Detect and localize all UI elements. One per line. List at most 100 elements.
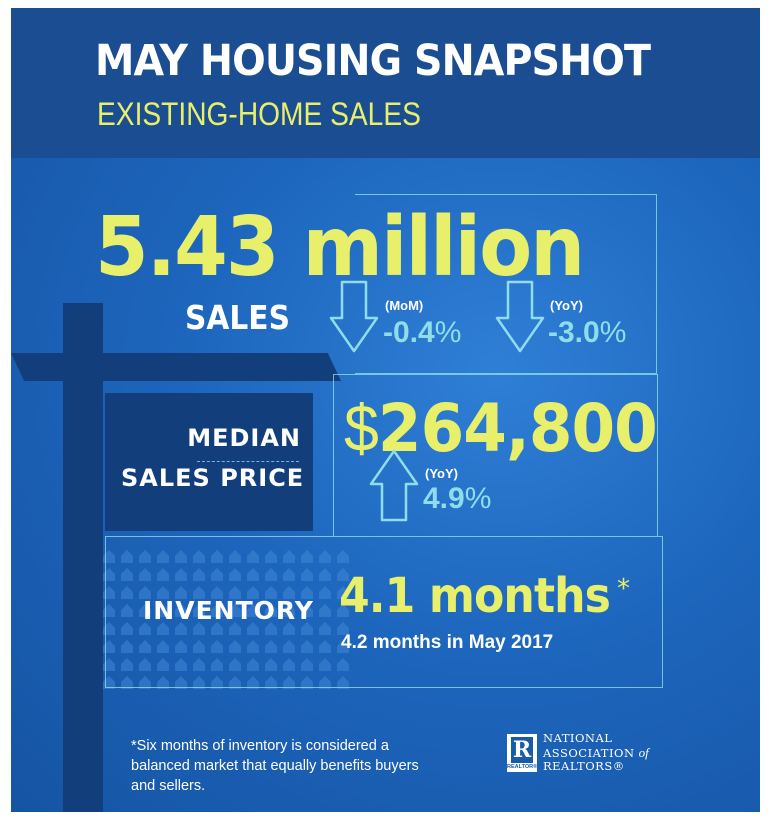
price-yoy-number: 4.9 — [423, 482, 465, 515]
house-icon — [319, 658, 331, 671]
house-icon — [301, 676, 313, 689]
house-icon — [175, 568, 187, 581]
price-number: 264,800 — [377, 390, 658, 467]
house-icon — [193, 640, 205, 653]
house-icon — [229, 586, 241, 599]
inventory-label: INVENTORY — [143, 596, 314, 625]
sales-frame — [355, 194, 657, 374]
house-icon — [211, 604, 223, 617]
arrow-down-icon — [329, 280, 379, 353]
house-icon — [139, 640, 151, 653]
house-icon — [229, 640, 241, 653]
house-icon — [211, 676, 223, 689]
median-label-line1: MEDIAN — [187, 424, 301, 452]
house-icon — [175, 676, 187, 689]
price-frame — [333, 374, 658, 536]
house-icon — [121, 586, 133, 599]
house-icon — [175, 604, 187, 617]
sales-value: 5.43 million — [95, 200, 585, 295]
house-icon — [103, 658, 115, 671]
sales-yoy-change: -3.0% — [548, 316, 626, 350]
house-icon — [229, 658, 241, 671]
currency-symbol: $ — [344, 391, 379, 465]
house-icon — [121, 622, 133, 635]
median-label-divider — [197, 461, 299, 462]
house-icon — [301, 604, 313, 617]
house-icon — [103, 550, 115, 563]
house-icon — [139, 604, 151, 617]
house-icon — [247, 640, 259, 653]
house-icon — [157, 604, 169, 617]
house-icon — [337, 640, 349, 653]
inventory-prior-year: 4.2 months in May 2017 — [341, 632, 554, 653]
house-icon — [247, 586, 259, 599]
sign-post — [63, 303, 103, 812]
realtor-mark-icon: R REALTOR® — [507, 734, 537, 772]
nar-line1: NATIONAL — [543, 731, 613, 745]
nar-line2-a: ASSOCIATION — [543, 745, 635, 760]
house-icon — [193, 676, 205, 689]
house-icon — [139, 622, 151, 635]
page-subtitle: EXISTING-HOME SALES — [97, 96, 421, 132]
house-icon — [283, 550, 295, 563]
house-icon — [265, 658, 277, 671]
house-icon — [103, 622, 115, 635]
house-icon — [175, 658, 187, 671]
inventory-frame — [105, 536, 663, 688]
house-icon — [157, 640, 169, 653]
house-icon — [283, 676, 295, 689]
house-icon — [247, 568, 259, 581]
sales-mom-number: 0.4 — [393, 316, 435, 349]
house-icon — [229, 550, 241, 563]
house-icon — [319, 550, 331, 563]
house-icon — [121, 640, 133, 653]
house-icon — [121, 568, 133, 581]
house-icon — [301, 568, 313, 581]
house-icon — [247, 676, 259, 689]
house-icon — [193, 604, 205, 617]
house-icon — [103, 568, 115, 581]
median-label-line2: SALES PRICE — [121, 464, 305, 492]
house-icon — [229, 568, 241, 581]
median-sign-panel — [105, 393, 313, 531]
house-icon — [301, 622, 313, 635]
house-icon — [319, 622, 331, 635]
house-icon — [229, 622, 241, 635]
sales-yoy-period: (YoY) — [550, 298, 583, 313]
house-icon — [247, 658, 259, 671]
nar-line3: REALTORS® — [543, 759, 625, 773]
house-icon — [301, 586, 313, 599]
house-icon — [157, 676, 169, 689]
house-icon — [283, 604, 295, 617]
sales-label: SALES — [185, 298, 290, 337]
house-icon — [193, 658, 205, 671]
house-icon — [301, 640, 313, 653]
house-icon — [103, 604, 115, 617]
house-icon — [121, 676, 133, 689]
house-icon — [103, 676, 115, 689]
header-band: MAY HOUSING SNAPSHOT EXISTING-HOME SALES — [11, 8, 760, 158]
house-icon — [247, 550, 259, 563]
arrow-up-icon — [369, 449, 419, 522]
house-icon — [283, 640, 295, 653]
house-icon — [139, 550, 151, 563]
page-title: MAY HOUSING SNAPSHOT — [95, 36, 651, 86]
house-icon — [265, 586, 277, 599]
house-icon — [175, 622, 187, 635]
house-icon — [265, 604, 277, 617]
footnote: *Six months of inventory is considered a… — [131, 738, 419, 794]
house-icon — [211, 640, 223, 653]
realtor-mark-caption: REALTOR® — [507, 764, 538, 770]
nar-line2: ASSOCIATION of — [543, 744, 649, 761]
house-icon — [157, 658, 169, 671]
house-icon — [265, 640, 277, 653]
sales-mom-unit: % — [434, 316, 462, 349]
nar-line2-b: of — [638, 744, 649, 760]
nar-logo: R REALTOR® NATIONAL ASSOCIATION of REALT… — [507, 731, 649, 780]
house-icon — [211, 550, 223, 563]
house-icon — [139, 568, 151, 581]
house-icon — [283, 622, 295, 635]
house-icon — [301, 658, 313, 671]
median-price-label: MEDIAN SALES PRICE — [121, 418, 305, 498]
house-icon — [247, 622, 259, 635]
